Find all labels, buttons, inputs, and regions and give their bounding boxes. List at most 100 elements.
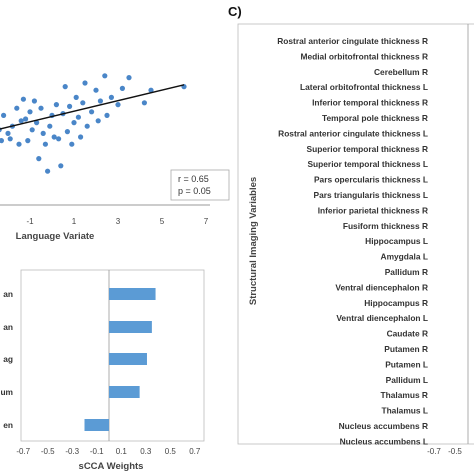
scatter-point	[14, 105, 20, 111]
scatter-point	[75, 114, 81, 120]
scatter-point	[16, 141, 22, 147]
scatter-point	[73, 94, 79, 100]
scatter-point	[31, 98, 37, 104]
roi-label: Rostral anterior cingulate thickness L	[278, 128, 428, 138]
roi-label: Thalamus L	[381, 406, 428, 416]
scatter-point	[82, 80, 88, 86]
scatter-point	[97, 98, 103, 104]
scca-x-tick: 0.1	[116, 447, 128, 456]
scca-category-label: an	[3, 289, 13, 299]
scatter-x-tick: -1	[26, 217, 34, 226]
panel-c-x-tick: -0.5	[448, 447, 462, 456]
roi-label: Inferior temporal thickness R	[312, 98, 428, 108]
r-value: r = 0.65	[178, 174, 209, 184]
scatter-x-tick: 1	[72, 217, 77, 226]
scatter-point	[95, 118, 101, 124]
panel-c-label: C)	[228, 4, 242, 19]
roi-label: Hippocampus R	[364, 298, 428, 308]
scca-x-tick: -0.1	[90, 447, 104, 456]
scatter-point	[141, 100, 147, 106]
scatter-point	[36, 156, 42, 162]
roi-label: Fusiform thickness R	[343, 221, 428, 231]
scca-x-tick: -0.3	[65, 447, 79, 456]
scca-category-label: ag	[3, 354, 13, 364]
scatter-x-tick: 3	[116, 217, 121, 226]
roi-label: Ventral diencephalon L	[336, 313, 428, 323]
scca-x-tick: 0.7	[189, 447, 201, 456]
scatter-point	[45, 168, 51, 174]
scatter-point	[84, 123, 90, 129]
scca-x-tick: 0.3	[140, 447, 152, 456]
scatter-point	[23, 116, 29, 122]
scca-bar	[109, 321, 152, 333]
scatter-point	[62, 84, 68, 90]
roi-label: Caudate R	[387, 329, 428, 339]
roi-label: Temporal pole thickness R	[322, 113, 428, 123]
scca-x-tick: -0.7	[16, 447, 30, 456]
scatter-point	[56, 136, 62, 142]
scca-x-tick: 0.5	[165, 447, 177, 456]
scatter-point	[67, 103, 73, 109]
roi-label: Hippocampus L	[365, 236, 428, 246]
scca-bar	[109, 386, 140, 398]
scca-category-label: en	[3, 420, 13, 430]
panel-c: C) Structural Imaging Variables Rostral …	[228, 4, 474, 456]
scca-category-label: an	[3, 322, 13, 332]
scca-x-tick: -0.5	[41, 447, 55, 456]
scatter-point	[20, 96, 26, 102]
scatter-point	[42, 141, 49, 147]
roi-label: Pars triangularis thickness L	[313, 190, 428, 200]
scca-bar	[109, 288, 156, 300]
scatter-point	[34, 120, 40, 126]
scatter-point	[29, 127, 35, 133]
scatter-point	[27, 109, 33, 115]
panel-c-x-tick: -0.7	[427, 447, 441, 456]
roi-label: Thalamus R	[381, 390, 428, 400]
roi-label: Pars opercularis thickness L	[314, 175, 428, 185]
scatter-point	[69, 141, 75, 147]
scatter-x-tick: 7	[204, 217, 209, 226]
scatter-point	[108, 94, 114, 100]
scatter-point	[5, 130, 11, 136]
scatter-point	[47, 123, 53, 129]
roi-label: Pallidum L	[386, 375, 428, 385]
roi-label: Putamen R	[384, 344, 428, 354]
scatter-point	[89, 109, 95, 115]
roi-label: Inferior parietal thickness R	[318, 205, 428, 215]
scatter-point	[93, 87, 99, 93]
scatter-point	[7, 136, 13, 142]
panel-c-y-label: Structural Imaging Variables	[248, 177, 259, 305]
roi-label: Putamen L	[385, 359, 428, 369]
scca-bar	[109, 353, 147, 365]
scatter-x-tick: 5	[160, 217, 165, 226]
scatter-plot: -1 1 3 5 7 r = 0.65 p = 0.05 Language Variat…	[0, 73, 230, 242]
scatter-point	[119, 85, 125, 91]
scca-bar	[84, 419, 109, 431]
roi-label: Superior temporal thickness R	[307, 144, 428, 154]
scatter-point	[40, 130, 46, 136]
roi-label: Ventral diencephalon R	[335, 282, 428, 292]
scatter-point	[80, 100, 86, 106]
roi-label: Medial orbitofrontal thickness R	[300, 51, 428, 61]
scatter-point	[53, 102, 60, 108]
roi-label: Cerebellum R	[374, 67, 428, 77]
scatter-point	[58, 163, 64, 169]
scatter-point	[126, 75, 132, 81]
roi-label: Rostral anterior cingulate thickness R	[277, 36, 428, 46]
p-value: p = 0.05	[178, 186, 211, 196]
roi-label: Pallidum R	[385, 267, 428, 277]
stats-box	[170, 169, 230, 201]
trend-line	[0, 84, 185, 130]
panel-c-plot-frame	[237, 23, 474, 445]
scatter-point	[115, 102, 121, 108]
scatter-point	[71, 120, 77, 126]
scatter-point	[1, 112, 7, 118]
roi-label: Nucleus accumbens R	[339, 421, 428, 431]
scca-x-label: sCCA Weights	[79, 461, 144, 472]
scatter-point	[38, 105, 44, 111]
roi-label: Superior temporal thickness L	[307, 159, 428, 169]
scatter-point	[25, 138, 31, 144]
scatter-point	[104, 112, 110, 118]
